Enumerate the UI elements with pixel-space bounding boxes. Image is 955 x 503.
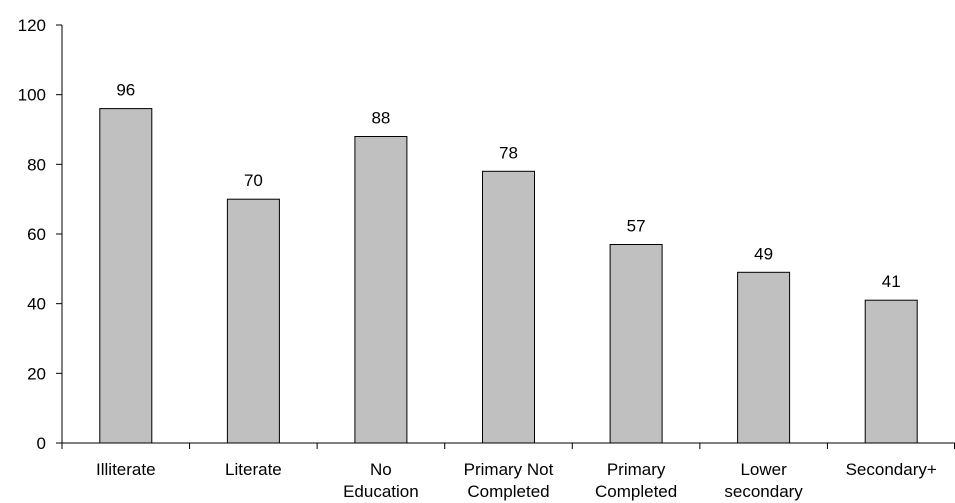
data-label-3: 88 (371, 109, 390, 128)
bar-5 (609, 244, 663, 444)
category-label-line: Secondary+ (846, 460, 937, 479)
category-label-line: Lower (740, 460, 787, 479)
category-label-line: Education (343, 482, 419, 501)
data-label-2: 70 (244, 171, 263, 190)
category-label-line: Literate (225, 460, 282, 479)
data-label-6: 49 (754, 244, 773, 263)
y-tick-label-60: 60 (27, 225, 46, 244)
y-tick-label-120: 120 (18, 16, 46, 35)
category-label-line: secondary (724, 482, 803, 501)
bar-3 (354, 136, 408, 444)
bar-group (99, 108, 918, 444)
y-tick-label-20: 20 (27, 364, 46, 383)
y-tick-label-100: 100 (18, 86, 46, 105)
data-label-group: 96 70 88 78 57 49 41 (116, 81, 900, 292)
category-label-2: Literate (225, 460, 282, 479)
category-label-3: No Education (343, 460, 419, 501)
x-axis: Illiterate Literate No Education Primary Not… (61, 442, 955, 501)
category-label-line: Completed (467, 482, 549, 501)
category-label-line: Completed (595, 482, 677, 501)
category-label-line: Primary (607, 460, 666, 479)
category-label-1: Illiterate (96, 460, 156, 479)
bar-1 (99, 108, 153, 444)
bar-7 (864, 299, 918, 444)
category-label-5: Primary Completed (595, 460, 677, 501)
data-label-5: 57 (627, 217, 646, 236)
category-label-line: Primary Not (464, 460, 554, 479)
y-tick-label-0: 0 (37, 434, 46, 453)
data-label-1: 96 (116, 81, 135, 100)
category-label-line: Illiterate (96, 460, 156, 479)
y-tick-label-80: 80 (27, 155, 46, 174)
category-label-4: Primary Not Completed (464, 460, 554, 501)
y-tick-label-40: 40 (27, 295, 46, 314)
bar-6 (737, 271, 791, 444)
bar-4 (482, 170, 535, 444)
bar-2 (226, 198, 280, 444)
data-label-4: 78 (499, 143, 518, 162)
category-label-line: No (370, 460, 392, 479)
category-label-6: Lower secondary (724, 460, 803, 501)
data-label-7: 41 (882, 272, 901, 291)
category-label-7: Secondary+ (846, 460, 937, 479)
y-axis: 0 20 40 60 80 100 120 (18, 16, 63, 453)
